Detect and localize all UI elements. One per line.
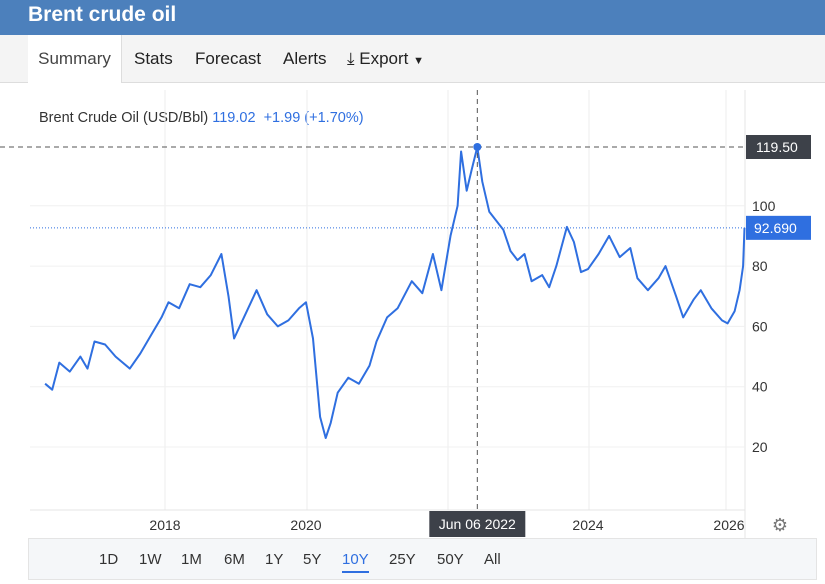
chart-legend: Brent Crude Oil (USD/Bbl) 119.02 +1.99 (… (39, 110, 364, 126)
header: Brent crude oil (0, 0, 825, 35)
page-title: Brent crude oil (28, 3, 177, 26)
x-tick-label: 2020 (290, 517, 321, 533)
price-line (44, 146, 746, 439)
range-10y[interactable]: 10Y (342, 551, 369, 573)
range-6m[interactable]: 6M (224, 551, 245, 568)
tab-summary[interactable]: Summary (28, 35, 122, 83)
x-tick-label: 2024 (572, 517, 603, 533)
crosshair-value-badge (746, 135, 811, 160)
range-1d[interactable]: 1D (99, 551, 119, 568)
tab-alerts[interactable]: Alerts (283, 49, 327, 68)
crosshair-point (473, 143, 482, 152)
y-tick-label: 60 (752, 318, 768, 334)
tab-bar: Summary Stats Forecast Alerts ⤓ Export ▼ (0, 35, 825, 83)
tab-forecast[interactable]: Forecast (195, 49, 262, 68)
crosshair-value: 119.50 (756, 139, 798, 155)
caret-down-icon: ▼ (413, 55, 425, 67)
last-value-badge (746, 215, 811, 240)
range-1y[interactable]: 1Y (265, 551, 284, 568)
x-tick-label: 2026 (713, 517, 744, 533)
download-icon: ⤓ (347, 49, 355, 68)
y-tick-label: 80 (752, 258, 768, 274)
range-1w[interactable]: 1W (139, 551, 162, 568)
range-selector: 1D 1W 1M 6M 1Y 5Y 10Y 25Y 50Y All (28, 538, 817, 580)
y-tick-label: 20 (752, 439, 768, 455)
range-1m[interactable]: 1M (181, 551, 202, 568)
crosshair-date: Jun 06 2022 (439, 516, 516, 532)
tab-stats[interactable]: Stats (134, 49, 173, 68)
range-all[interactable]: All (484, 551, 501, 568)
export-button[interactable]: ⤓ Export ▼ (347, 49, 425, 68)
x-tick-label: 2018 (149, 517, 180, 533)
y-tick-label: 100 (752, 198, 776, 214)
gear-icon[interactable]: ⚙ (772, 515, 788, 535)
range-25y[interactable]: 25Y (389, 551, 416, 568)
y-tick-label: 40 (752, 379, 768, 395)
last-value: 92.690 (754, 220, 797, 236)
range-5y[interactable]: 5Y (303, 551, 322, 568)
range-50y[interactable]: 50Y (437, 551, 464, 568)
crosshair-date-badge (429, 511, 526, 537)
